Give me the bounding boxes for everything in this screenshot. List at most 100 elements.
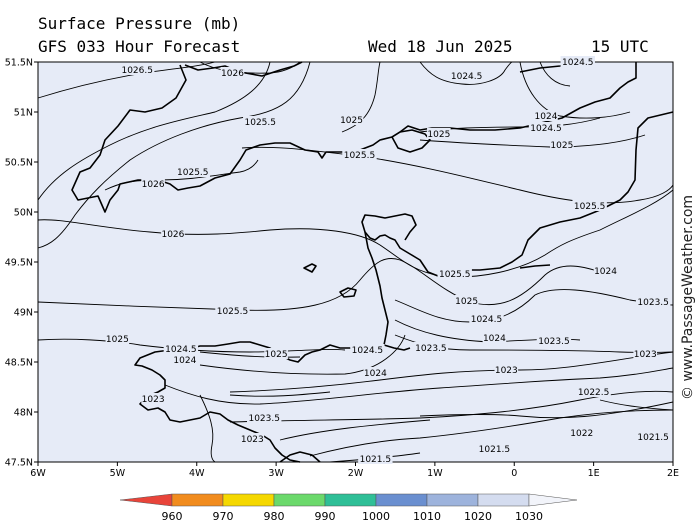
lon-tick-label: 3W bbox=[268, 468, 284, 479]
isobar-label-bg bbox=[350, 344, 385, 355]
isobar bbox=[164, 367, 674, 405]
isobar bbox=[539, 61, 571, 87]
isobar-label-bg bbox=[633, 348, 658, 359]
isobar bbox=[419, 61, 513, 85]
lat-tick-label: 49.5N bbox=[5, 258, 33, 269]
isobar-label: 1023.5 bbox=[637, 298, 669, 308]
colorbar-label: 1030 bbox=[515, 510, 543, 523]
isobar bbox=[199, 394, 216, 463]
colorbar-label: 970 bbox=[213, 510, 234, 523]
isobar-label-bg bbox=[569, 427, 594, 438]
isobar-label-bg bbox=[243, 116, 278, 127]
isobar bbox=[229, 391, 331, 397]
colorbar-swatch bbox=[324, 493, 377, 507]
colorbar-high-arrow bbox=[528, 493, 578, 507]
isobar-label-bg bbox=[560, 56, 595, 67]
coastline-england-north bbox=[71, 62, 637, 213]
isobar bbox=[279, 419, 431, 441]
lon-tick-label: 2W bbox=[348, 468, 364, 479]
coastline-brittany bbox=[134, 341, 385, 463]
isobar-label: 1025 bbox=[106, 335, 129, 345]
colorbar-label: 1020 bbox=[464, 510, 492, 523]
forecast-time: 15 UTC bbox=[591, 37, 649, 56]
lat-tick-label: 47.5N bbox=[5, 458, 33, 469]
isobar-label-bg bbox=[454, 295, 479, 306]
isobar-label-bg bbox=[427, 128, 451, 139]
isobar bbox=[37, 258, 601, 311]
isobar-label: 1025 bbox=[455, 297, 478, 307]
isobar-label: 1024 bbox=[535, 112, 558, 122]
isobar-label: 1024 bbox=[364, 369, 387, 379]
isobar-label-bg bbox=[576, 386, 611, 397]
isobar-label: 1025.5 bbox=[177, 168, 209, 178]
isobar-label: 1024.5 bbox=[165, 345, 197, 355]
isobar-label-bg bbox=[161, 228, 185, 239]
isobar-label: 1022.5 bbox=[578, 388, 610, 398]
isobar-label-bg bbox=[215, 305, 250, 316]
isobar-label: 1024.5 bbox=[471, 315, 503, 325]
isle-of-wight bbox=[391, 129, 431, 153]
isobar-label-bg bbox=[494, 364, 519, 375]
isobar-label: 1024 bbox=[594, 267, 617, 277]
isobar-label-bg bbox=[528, 122, 564, 133]
isobar-label-bg bbox=[339, 114, 364, 125]
colorbar-swatch bbox=[273, 493, 326, 507]
isobar-label-bg bbox=[635, 296, 671, 307]
isobar-label: 1022 bbox=[570, 429, 593, 439]
isobar-label-bg bbox=[141, 178, 165, 189]
jersey-island bbox=[339, 287, 357, 298]
watermark: © www.PassageWeather.com bbox=[680, 195, 696, 400]
isobar-label: 1025.5 bbox=[439, 270, 471, 280]
isobar-label: 1023 bbox=[634, 350, 657, 360]
map-title: Surface Pressure (mb) bbox=[38, 14, 241, 33]
colorbar-swatch bbox=[222, 493, 275, 507]
isobar bbox=[241, 146, 674, 204]
lat-tick-label: 51N bbox=[14, 108, 33, 119]
colorbar-swatch bbox=[477, 493, 530, 507]
colorbar: 960 970 980 990 1000 1010 1020 1030 bbox=[119, 493, 578, 523]
isobar-label-bg bbox=[635, 431, 671, 442]
isobar-label: 1021.5 bbox=[637, 433, 669, 443]
isobar-label: 1025.5 bbox=[245, 118, 277, 128]
isobar-label-bg bbox=[477, 443, 512, 454]
isobar-label-bg bbox=[342, 149, 377, 160]
isobar-label: 1024 bbox=[483, 334, 506, 344]
lon-tick-label: 2E bbox=[667, 468, 679, 479]
isobar-label: 1023.5 bbox=[415, 344, 447, 354]
coastline-cotentin bbox=[364, 231, 411, 351]
isobar-label: 1021.5 bbox=[479, 445, 511, 455]
isobar-label: 1023 bbox=[142, 395, 165, 405]
isobar bbox=[37, 61, 271, 201]
lat-tick-label: 48.5N bbox=[5, 358, 33, 369]
isobar-label: 1026 bbox=[142, 180, 165, 190]
colorbar-label: 1000 bbox=[362, 510, 390, 523]
colorbar-label: 990 bbox=[315, 510, 336, 523]
isobar-label: 1023 bbox=[241, 435, 264, 445]
lon-tick-label: 1W bbox=[427, 468, 443, 479]
guernsey-island bbox=[303, 263, 317, 273]
isobar bbox=[419, 134, 646, 148]
isobar-label-bg bbox=[247, 412, 282, 423]
colorbar-low-arrow bbox=[119, 493, 173, 507]
isobar-label: 1026 bbox=[161, 230, 184, 240]
isobar-label: 1023.5 bbox=[248, 414, 280, 424]
isobar-label-bg bbox=[163, 343, 199, 354]
isobar bbox=[599, 399, 674, 411]
isobar-label: 1024.5 bbox=[352, 346, 384, 356]
isobar-label-bg bbox=[358, 453, 393, 464]
isobar-label-bg bbox=[437, 268, 472, 279]
isobar-label-bg bbox=[363, 367, 388, 378]
colorbar-label: 980 bbox=[264, 510, 285, 523]
isobar-label-bg bbox=[173, 354, 197, 365]
lat-tick-label: 51.5N bbox=[5, 58, 33, 69]
isobar-label-bg bbox=[482, 332, 507, 343]
colorbar-swatch bbox=[171, 493, 224, 507]
isobar-label-bg bbox=[120, 64, 155, 75]
isobar bbox=[199, 334, 406, 375]
lat-tick-label: 48N bbox=[14, 408, 33, 419]
isobar-label: 1023.5 bbox=[538, 337, 570, 347]
isobar-label: 1024 bbox=[173, 356, 196, 366]
